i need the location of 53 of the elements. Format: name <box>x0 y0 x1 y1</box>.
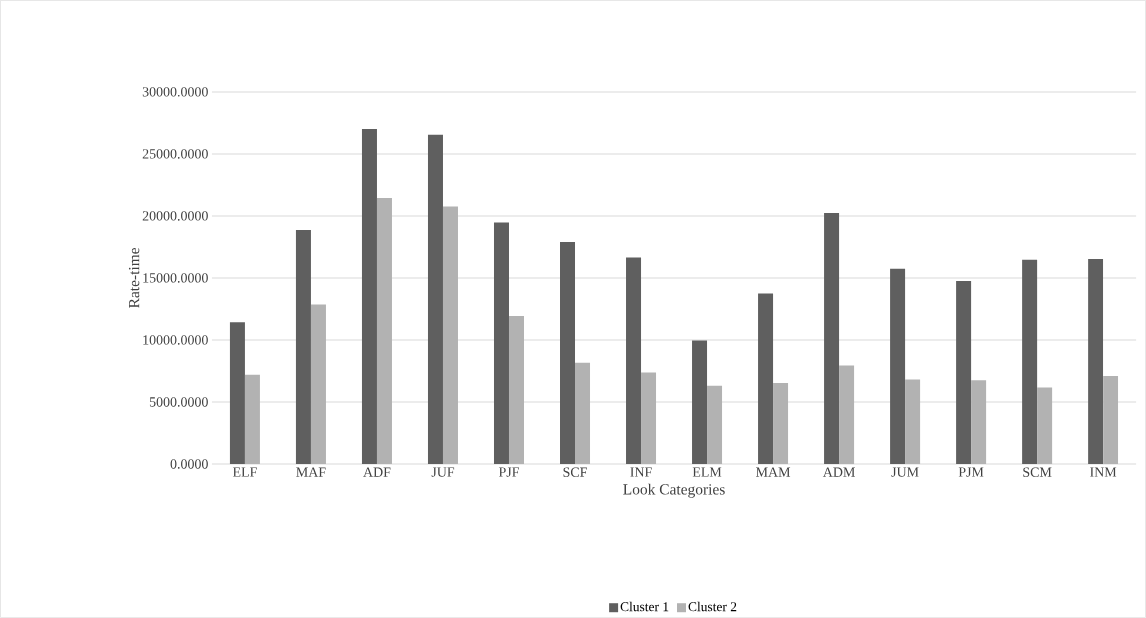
x-tick-label: PJM <box>958 467 984 477</box>
bar <box>773 383 789 465</box>
y-tick-label: 20000.0000 <box>142 211 208 221</box>
bar <box>442 206 458 465</box>
x-tick-label: INM <box>1090 467 1117 477</box>
bar <box>427 134 443 465</box>
bar <box>707 385 723 465</box>
bar <box>626 257 642 465</box>
bar <box>295 230 311 465</box>
bar <box>1088 259 1104 465</box>
y-tick-label: 15000.0000 <box>143 273 208 283</box>
bar <box>971 380 987 465</box>
bar <box>890 268 906 465</box>
y-tick-label: 30000.0000 <box>142 87 208 97</box>
y-tick-label: 25000.0000 <box>142 149 208 159</box>
x-tick-label: JUM <box>891 467 919 477</box>
y-axis-title: Rate-time <box>128 248 140 308</box>
legend-label: Cluster 1 <box>620 601 669 612</box>
bar <box>361 129 377 465</box>
y-tick-label: 5000.0000 <box>149 397 208 407</box>
bar <box>310 304 326 465</box>
bar <box>229 322 245 465</box>
bar <box>824 213 840 465</box>
bar <box>956 281 972 465</box>
x-tick-label: SCF <box>563 467 587 477</box>
bar <box>839 365 855 465</box>
x-tick-label: MAM <box>756 467 791 477</box>
x-tick-label: JUF <box>431 467 455 477</box>
legend-label: Cluster 2 <box>688 601 737 612</box>
bar <box>905 379 921 465</box>
x-tick-label: ADF <box>363 467 391 477</box>
y-tick-label: 10000.0000 <box>143 335 208 345</box>
bar <box>641 372 657 465</box>
x-tick-label: INF <box>630 467 652 477</box>
bar <box>244 374 260 465</box>
bar <box>560 242 576 465</box>
bar <box>1022 259 1038 465</box>
x-tick-label: PJF <box>498 467 519 477</box>
bar <box>508 316 524 465</box>
bar <box>1103 375 1119 465</box>
bar <box>575 362 591 465</box>
x-tick-label: MAF <box>296 467 326 477</box>
x-axis-title: Look Categories <box>623 483 725 498</box>
x-tick-label: SCM <box>1023 467 1052 477</box>
bar <box>1037 387 1053 465</box>
x-tick-label: ELF <box>232 467 257 477</box>
bar <box>692 340 708 465</box>
bar <box>376 197 392 465</box>
y-tick-label: 0.0000 <box>170 459 208 469</box>
bar <box>493 222 509 465</box>
x-tick-label: ADM <box>822 467 855 477</box>
x-tick-label: ELM <box>692 467 722 477</box>
bar <box>758 293 774 465</box>
